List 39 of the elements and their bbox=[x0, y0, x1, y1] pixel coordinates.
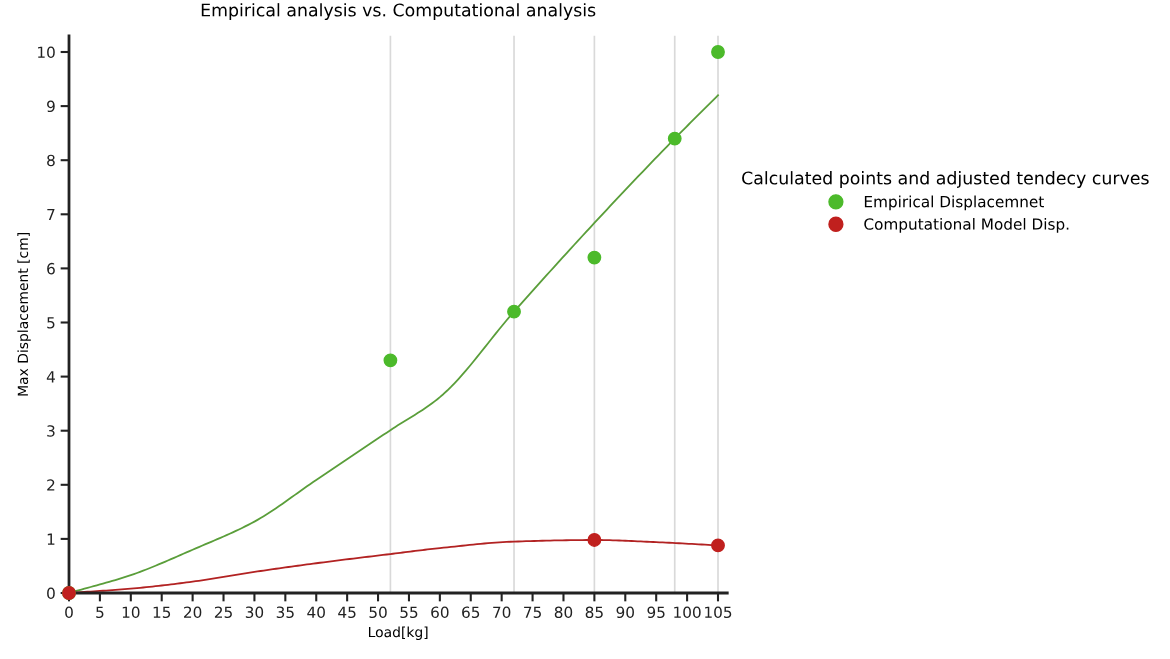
y-tick-label: 7 bbox=[47, 208, 55, 221]
x-tick-label: 80 bbox=[554, 606, 573, 619]
y-tick-label: 1 bbox=[47, 533, 55, 545]
x-tick-label: 40 bbox=[307, 606, 325, 619]
x-tick-label: 105 bbox=[705, 606, 732, 619]
legend-title: Calculated points and adjusted tendecy curves bbox=[742, 171, 1149, 188]
x-tick-label: 45 bbox=[338, 606, 356, 619]
x-axis-title: Load[kg] bbox=[368, 626, 428, 640]
x-tick-label: 70 bbox=[493, 606, 511, 619]
x-tick-label: 55 bbox=[400, 606, 418, 619]
legend-label: Empirical Displacemnet bbox=[864, 195, 1044, 211]
x-tick-label: 0 bbox=[65, 606, 73, 619]
chart-title: Empirical analysis vs. Computational analysis bbox=[201, 3, 596, 20]
y-tick-label: 9 bbox=[47, 100, 55, 113]
y-tick-label: 10 bbox=[38, 46, 55, 59]
x-tick-label: 100 bbox=[674, 606, 701, 619]
x-tick-label: 90 bbox=[616, 606, 634, 619]
y-tick-label: 5 bbox=[47, 317, 55, 329]
x-tick-label: 50 bbox=[369, 606, 387, 619]
y-tick-label: 0 bbox=[47, 587, 55, 600]
legend-label: Computational Model Disp. bbox=[864, 217, 1069, 233]
x-tick-label: 75 bbox=[524, 606, 541, 619]
y-tick-label: 3 bbox=[47, 425, 55, 437]
y-axis-title: Max Displacement [cm] bbox=[17, 233, 31, 396]
x-tick-label: 60 bbox=[431, 606, 449, 619]
x-tick-label: 5 bbox=[96, 606, 104, 619]
x-tick-label: 95 bbox=[647, 606, 665, 619]
y-tick-label: 6 bbox=[47, 262, 55, 275]
x-tick-label: 25 bbox=[214, 606, 232, 619]
x-tick-label: 15 bbox=[153, 606, 171, 619]
x-tick-label: 85 bbox=[585, 606, 603, 619]
y-tick-label: 4 bbox=[46, 371, 55, 383]
x-tick-label: 10 bbox=[122, 606, 140, 619]
x-tick-label: 30 bbox=[245, 606, 264, 619]
y-tick-label: 2 bbox=[47, 479, 55, 491]
x-tick-label: 20 bbox=[184, 606, 202, 619]
x-tick-label: 35 bbox=[276, 606, 294, 619]
y-tick-label: 8 bbox=[47, 154, 55, 167]
x-tick-label: 65 bbox=[462, 606, 480, 619]
